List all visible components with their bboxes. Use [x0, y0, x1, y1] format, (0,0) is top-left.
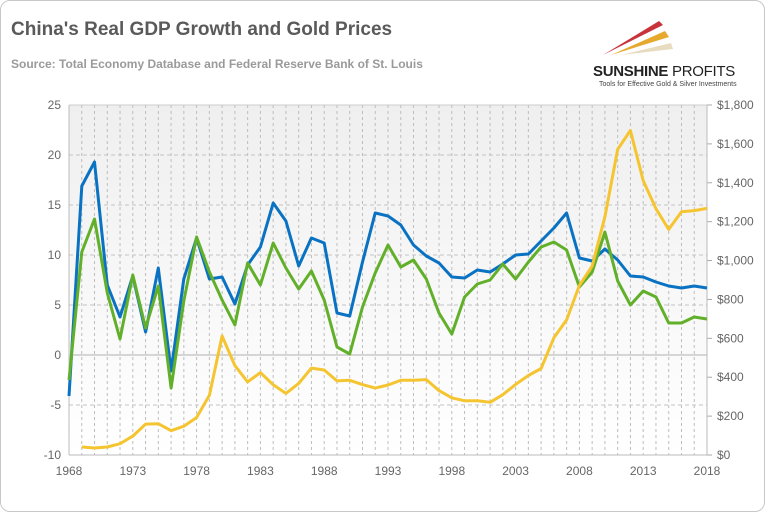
- x-tick-label: 1998: [438, 464, 465, 478]
- y-right-tick-label: $400: [717, 370, 744, 384]
- logo-tagline: Tools for Effective Gold & Silver Invest…: [599, 81, 737, 88]
- y-left-tick-label: -5: [50, 398, 61, 412]
- y-right-tick-label: $200: [717, 409, 744, 423]
- sunshine-profits-logo-icon: [603, 21, 673, 55]
- logo-name: SUNSHINE PROFITS: [593, 63, 735, 80]
- y-right-tick-label: $0: [717, 448, 731, 462]
- y-left-tick-label: -10: [44, 448, 62, 462]
- x-tick-label: 2018: [694, 464, 721, 478]
- y-left-tick-label: 0: [54, 348, 61, 362]
- y-left-tick-label: 5: [54, 298, 61, 312]
- y-left-tick-label: 10: [48, 248, 62, 262]
- series-line-2: [81, 129, 708, 450]
- y-left-tick-label: 20: [48, 148, 62, 162]
- x-tick-label: 2003: [502, 464, 529, 478]
- y-right-tick-label: $600: [717, 331, 744, 345]
- y-right-tick-label: $1,400: [717, 176, 754, 190]
- x-tick-label: 2008: [566, 464, 593, 478]
- chart-title: China's Real GDP Growth and Gold Prices: [11, 19, 393, 40]
- y-right-tick-label: $1,200: [717, 215, 754, 229]
- chart-subtitle: Source: Total Economy Database and Feder…: [11, 57, 423, 71]
- x-tick-label: 1988: [311, 464, 338, 478]
- x-tick-label: 1968: [56, 464, 83, 478]
- x-tick-label: 1993: [375, 464, 402, 478]
- y-right-tick-label: $1,000: [717, 254, 754, 268]
- y-right-tick-label: $800: [717, 292, 744, 306]
- y-right-tick-label: $1,800: [717, 98, 754, 112]
- x-tick-label: 1973: [119, 464, 146, 478]
- y-right-tick-label: $1,600: [717, 137, 754, 151]
- x-tick-label: 1983: [247, 464, 274, 478]
- x-tick-label: 2013: [630, 464, 657, 478]
- y-left-tick-label: 25: [48, 98, 62, 112]
- y-left-tick-label: 15: [48, 198, 62, 212]
- x-tick-label: 1978: [183, 464, 210, 478]
